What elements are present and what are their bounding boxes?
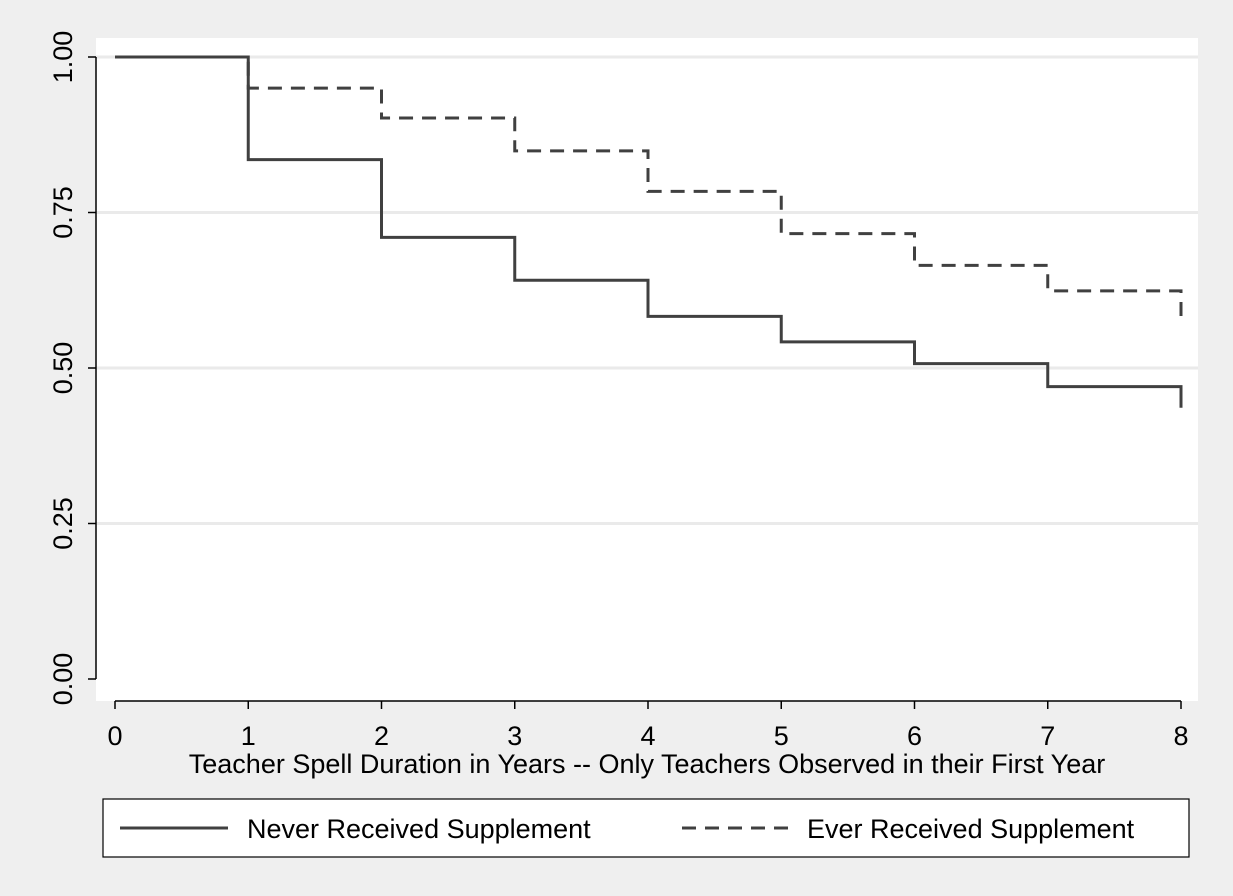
series-lines xyxy=(115,55,1183,408)
legend-label-1: Ever Received Supplement xyxy=(807,814,1135,844)
x-tick-label: 1 xyxy=(241,721,256,751)
series-line-ever-received xyxy=(115,55,1183,319)
x-tick-label: 4 xyxy=(640,721,655,751)
x-tick-label: 5 xyxy=(774,721,789,751)
x-tick-label: 3 xyxy=(507,721,522,751)
y-tick-label: 0.75 xyxy=(48,186,78,239)
legend-box xyxy=(102,798,1190,858)
axes: 0.00 0.25 0.50 0.75 1.00 0 1 2 3 4 5 6 7 8 xyxy=(48,31,1189,751)
grid-lines xyxy=(96,55,1198,525)
y-tick-label: 0.50 xyxy=(48,342,78,395)
series-line-never-received xyxy=(115,55,1183,408)
x-tick-label: 8 xyxy=(1173,721,1188,751)
x-tick-label: 6 xyxy=(907,721,922,751)
y-tick-label: 0.00 xyxy=(48,653,78,706)
legend-label-0: Never Received Supplement xyxy=(247,814,591,844)
legend: Never Received Supplement Ever Received S… xyxy=(102,798,1190,858)
x-tick-label: 0 xyxy=(107,721,122,751)
y-tick-label: 0.25 xyxy=(48,497,78,550)
x-tick-label: 7 xyxy=(1040,721,1055,751)
x-tick-label: 2 xyxy=(374,721,389,751)
x-axis-title: Teacher Spell Duration in Years -- Only … xyxy=(189,749,1105,779)
y-tick-label: 1.00 xyxy=(48,31,78,84)
